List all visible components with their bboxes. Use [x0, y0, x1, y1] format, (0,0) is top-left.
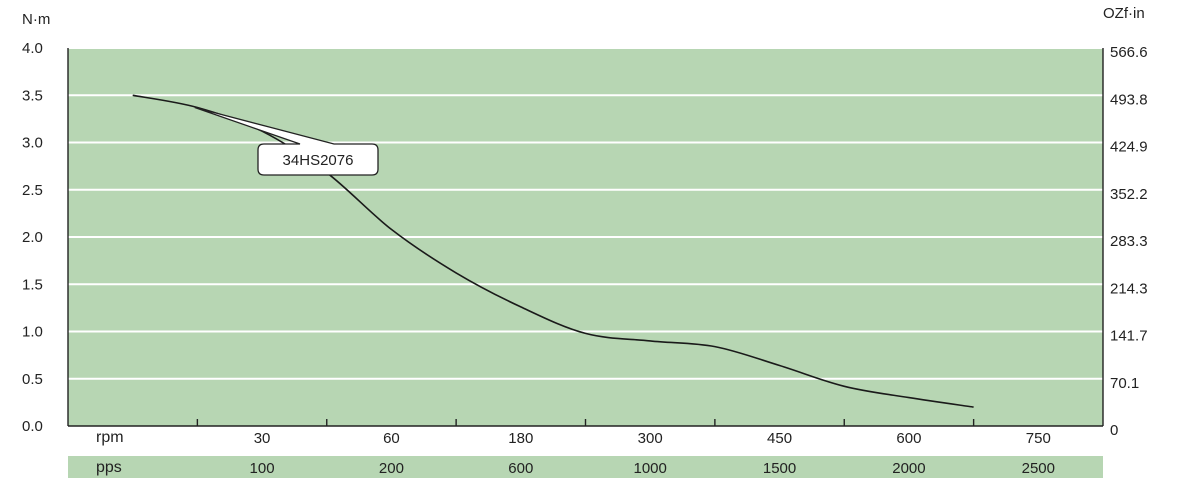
x-tick-label: 180 [508, 430, 533, 447]
x-tick-label: 1000 [634, 460, 667, 477]
left-axis-unit: N·m [22, 11, 50, 28]
y-left-tick-label: 4.0 [22, 40, 43, 57]
pps-row-band [68, 456, 1103, 478]
axes [67, 48, 1104, 427]
y-right-tick-label: 424.9 [1110, 139, 1148, 156]
y-left-tick-label: 3.0 [22, 135, 43, 152]
y-left-tick-label: 0.5 [22, 371, 43, 388]
x-axis-rows: rpm 30 60 180 300 450 600 750 pps 100 200 600 1000 15… [68, 429, 1103, 478]
series-layer [132, 94, 974, 408]
x-row-label: rpm [96, 429, 124, 446]
y-left-tick-label: 1.5 [22, 276, 43, 293]
y-left-tick-label: 2.5 [22, 182, 43, 199]
y-left-tick-label: 3.5 [22, 87, 43, 104]
y-right-tick-label: 493.8 [1110, 91, 1148, 108]
series-line-1 [132, 94, 974, 408]
grid-lines [68, 47, 1103, 380]
callout-box [194, 106, 379, 176]
y-left-tick-label: 1.0 [22, 324, 43, 341]
x-tick-label: 450 [767, 430, 792, 447]
x-tick-label: 200 [379, 460, 404, 477]
x-row-label: pps [96, 459, 122, 476]
x-tick-label: 2500 [1022, 460, 1055, 477]
x-tick-label: 600 [896, 430, 921, 447]
y-right-tick-label: 0 [1110, 422, 1118, 439]
x-tick-label: 600 [508, 460, 533, 477]
callout-label: 34HS2076 [283, 152, 354, 169]
x-tick-label: 100 [250, 460, 275, 477]
y-right-tick-label: 214.3 [1110, 280, 1148, 297]
y-left-tick-label: 2.0 [22, 229, 43, 246]
y-right-tick-label: 352.2 [1110, 186, 1148, 203]
x-tick-label: 750 [1026, 430, 1051, 447]
y-right-tick-label: 141.7 [1110, 328, 1148, 345]
right-axis-unit: OZf·in [1103, 5, 1145, 22]
x-tick-label: 2000 [892, 460, 925, 477]
x-tick-label: 30 [254, 430, 271, 447]
curve-annotation: 34HS2076 [194, 106, 379, 176]
x-tick-label: 300 [638, 430, 663, 447]
x-tick-label: 60 [383, 430, 400, 447]
y-right-tick-label: 566.6 [1110, 44, 1148, 61]
y-left-tick-label: 0.0 [22, 418, 43, 435]
x-tick-label: 1500 [763, 460, 796, 477]
y-right-tick-label: 283.3 [1110, 233, 1148, 250]
tick-labels: 0.0 0.5 1.0 1.5 2.0 2.5 3.0 3.5 4.0 0 70.1 141.7 214… [22, 40, 1148, 439]
y-right-tick-label: 70.1 [1110, 375, 1139, 392]
